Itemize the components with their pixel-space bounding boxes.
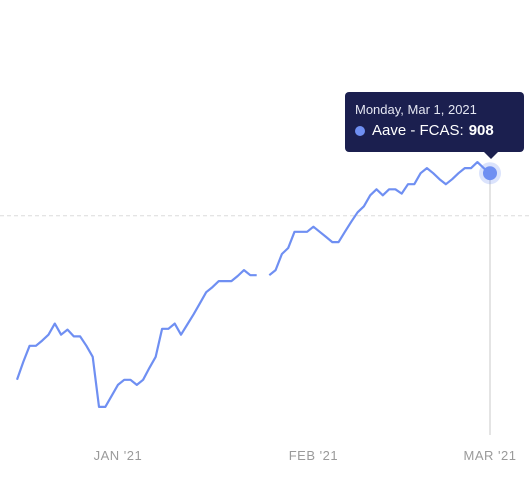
tooltip-label: Aave - FCAS: (372, 122, 464, 139)
hover-point (483, 166, 497, 181)
tooltip-marker (355, 125, 365, 136)
series-line (15, 161, 491, 408)
x-tick-label: JAN '21 (94, 448, 143, 463)
tooltip: Monday, Mar 1, 2021 Aave - FCAS: 908 (345, 92, 524, 159)
x-tick-label: MAR '21 (464, 448, 517, 463)
tooltip-arrow (484, 152, 498, 159)
tooltip-title: Monday, Mar 1, 2021 (355, 102, 477, 117)
x-tick-label: FEB '21 (289, 448, 338, 463)
tooltip-value: 908 (468, 122, 494, 139)
tooltip-row: Aave - FCAS: 908 (355, 122, 514, 139)
